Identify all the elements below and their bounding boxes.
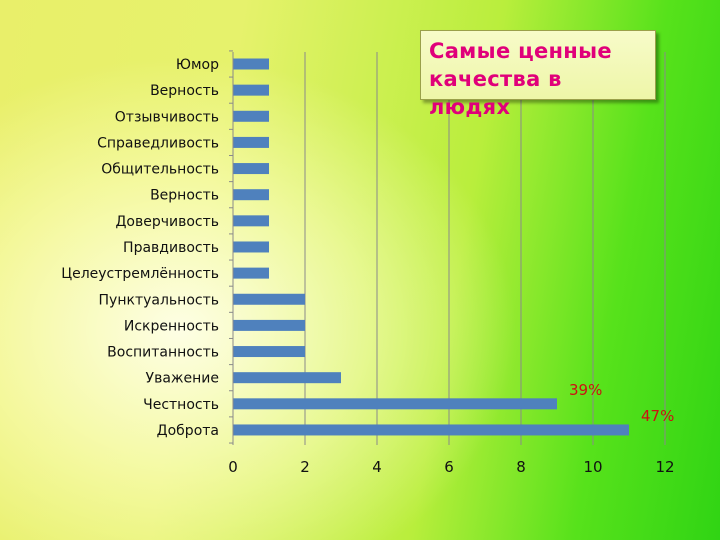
bar	[233, 215, 269, 227]
x-tick-label: 8	[516, 458, 526, 476]
category-label: Верность	[150, 83, 219, 99]
x-tick-label: 12	[655, 458, 674, 476]
category-label: Воспитанность	[107, 345, 219, 361]
category-label: Юмор	[176, 57, 219, 73]
axes	[229, 50, 234, 445]
chart-title: Самые ценные качества в людях	[420, 30, 656, 119]
category-label: Уважение	[146, 371, 219, 387]
x-tick-label: 4	[372, 458, 382, 476]
percent-annotation: 47%	[641, 407, 674, 425]
category-label: Честность	[143, 397, 219, 413]
x-tick-label: 2	[300, 458, 310, 476]
category-label: Правдивость	[123, 240, 219, 256]
category-label: Отзывчивость	[115, 109, 219, 125]
bar	[233, 346, 305, 358]
bar	[233, 163, 269, 175]
bar	[233, 293, 305, 305]
category-label: Целеустремлённость	[61, 266, 219, 282]
bars	[233, 58, 629, 436]
x-tick-label: 0	[228, 458, 238, 476]
category-label: Верность	[150, 188, 219, 204]
percent-annotation: 39%	[569, 381, 602, 399]
bar	[233, 398, 557, 410]
bar	[233, 372, 341, 384]
x-tick-label: 10	[583, 458, 602, 476]
bar	[233, 110, 269, 122]
category-label: Пунктуальность	[99, 292, 219, 308]
annotations: 39% 47%	[569, 381, 674, 425]
category-label: Доброта	[157, 423, 219, 439]
bar	[233, 189, 269, 201]
bar	[233, 84, 269, 96]
bar	[233, 58, 269, 70]
category-label: Общительность	[101, 162, 219, 178]
tick-labels: 0 2 4 6 8 10 12	[228, 458, 674, 476]
category-labels: Юмор Верность Отзывчивость Справедливость Об…	[61, 57, 219, 439]
category-label: Искренность	[124, 318, 219, 334]
category-label: Доверчивость	[115, 214, 219, 230]
category-label: Справедливость	[97, 135, 219, 151]
bar	[233, 136, 269, 148]
bar	[233, 424, 629, 436]
bar	[233, 241, 269, 253]
bar	[233, 267, 269, 279]
bar	[233, 319, 305, 331]
x-tick-label: 6	[444, 458, 454, 476]
